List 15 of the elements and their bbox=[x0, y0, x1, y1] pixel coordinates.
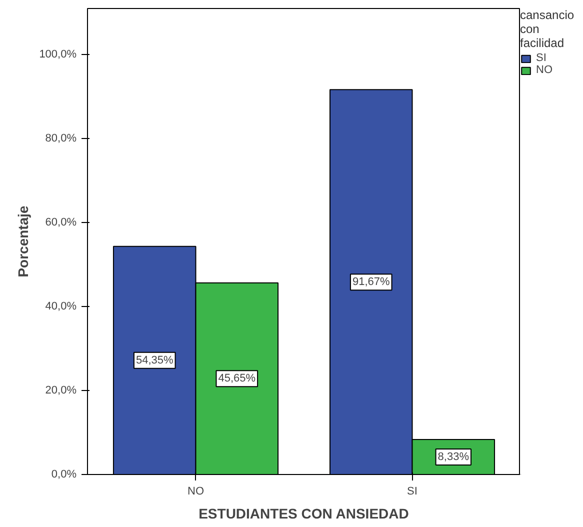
data-label: 54,35% bbox=[136, 354, 174, 366]
y-tick-label: 40,0% bbox=[45, 300, 77, 313]
x-axis-title: ESTUDIANTES CON ANSIEDAD bbox=[198, 506, 409, 522]
legend-label: SI bbox=[536, 52, 548, 64]
y-tick-label: 80,0% bbox=[45, 132, 77, 145]
data-label: 8,33% bbox=[438, 451, 470, 464]
y-tick-label: 60,0% bbox=[45, 216, 77, 229]
data-label: 45,65% bbox=[218, 372, 256, 385]
legend-title: cansancio con facilidad bbox=[520, 8, 574, 50]
y-tick-label: 0,0% bbox=[51, 468, 77, 480]
y-axis-title: Porcentaje bbox=[15, 205, 32, 278]
data-label: 91,67% bbox=[352, 276, 390, 288]
y-tick-label: 20,0% bbox=[45, 384, 77, 397]
y-tick-label: 100,0% bbox=[39, 48, 77, 61]
legend-label: NO bbox=[536, 64, 554, 76]
